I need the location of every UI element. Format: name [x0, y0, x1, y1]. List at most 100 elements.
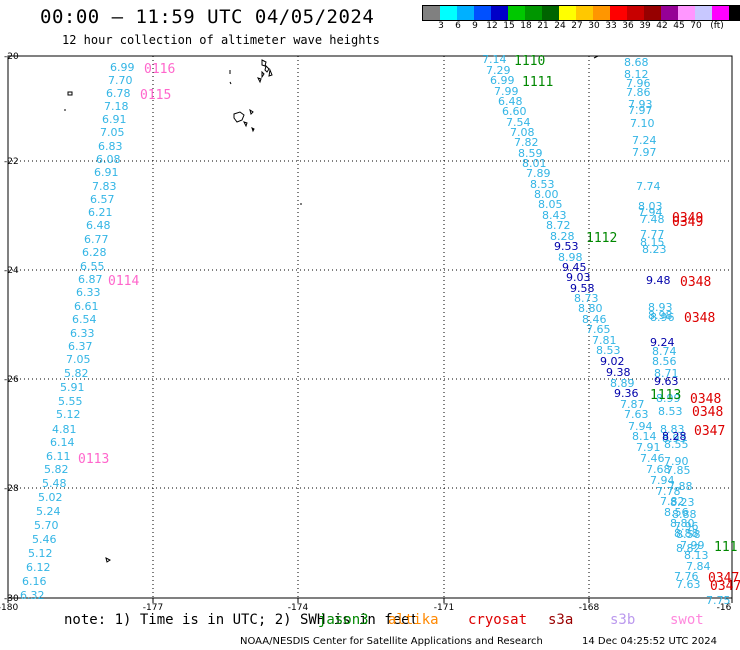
wave-height-label: 9.03	[566, 271, 591, 284]
color-swatch	[576, 6, 593, 20]
pass-number-label: 1111	[522, 75, 553, 90]
wave-height-label: 6.78	[106, 87, 131, 100]
pass-number-label: 0349	[672, 215, 703, 230]
pass-number-label: 1110	[514, 54, 545, 69]
wave-height-label: 8.55	[664, 438, 689, 451]
altimeter-tracks: 6.997.706.787.186.917.056.836.086.917.83…	[20, 53, 731, 607]
lat-tick-label: -30	[4, 594, 19, 604]
wave-height-label: 7.96	[626, 77, 651, 90]
wave-height-label: 6.77	[84, 233, 109, 246]
color-swatch	[508, 6, 525, 20]
wave-height-label: 7.97	[632, 146, 657, 159]
wave-height-label: 5.24	[36, 505, 61, 518]
pass-number-label: 0113	[78, 452, 109, 467]
color-tick-label: 21	[537, 21, 549, 31]
color-tick-label: 30	[588, 21, 600, 31]
color-tick-label: 39	[639, 21, 651, 31]
wave-height-label: 7.97	[628, 104, 653, 117]
wave-height-label: 8.00	[534, 188, 559, 201]
color-swatch	[525, 6, 542, 20]
wave-height-label: 8.72	[546, 219, 571, 232]
island-outline	[64, 91, 73, 111]
wave-height-label: 6.12	[26, 561, 51, 574]
color-swatch	[627, 6, 644, 20]
wave-height-label: 5.82	[64, 367, 89, 380]
lat-tick-label: -20	[4, 52, 19, 62]
wave-height-label: 7.84	[686, 560, 711, 573]
wave-height-label: 7.70	[108, 74, 133, 87]
wave-height-label: 7.24	[632, 134, 657, 147]
wave-height-label: 7.75	[706, 594, 731, 607]
wave-height-label: 8.80	[670, 517, 695, 530]
lon-tick-label: -171	[434, 603, 454, 613]
map-frame	[7, 55, 733, 603]
wave-height-label: 8.96	[650, 311, 675, 324]
wave-height-label: 7.86	[626, 86, 651, 99]
color-swatch	[610, 6, 627, 20]
wave-height-label: 7.74	[636, 180, 661, 193]
pass-number-label: 0348	[684, 311, 715, 326]
wave-height-label: 7.68	[646, 463, 671, 476]
wave-height-label: 8.83	[660, 423, 685, 436]
wave-height-label: 6.33	[76, 286, 101, 299]
pass-number-label: 0348	[680, 275, 711, 290]
wave-height-label: 8.15	[640, 236, 665, 249]
wave-height-label: 6.08	[96, 153, 121, 166]
wave-height-label: 7.10	[630, 117, 655, 130]
wave-height-label: 8.88	[674, 527, 699, 540]
wave-height-label: 6.28	[82, 246, 107, 259]
credit-timestamp: 14 Dec 04:25:52 UTC 2024	[582, 636, 717, 647]
page-subtitle: 12 hour collection of altimeter wave hei…	[62, 33, 380, 47]
wave-height-label: 8.74	[652, 345, 677, 358]
wave-height-label: 6.91	[102, 113, 127, 126]
wave-height-label: 6.16	[22, 575, 47, 588]
color-swatch	[474, 6, 491, 20]
wave-height-label: 8.73	[574, 292, 599, 305]
pass-number-label: 0347	[710, 579, 740, 594]
wave-height-label: 7.77	[640, 228, 665, 241]
wave-height-label: 9.36	[614, 387, 639, 400]
wave-height-label: 8.23	[642, 243, 667, 256]
color-tick-label: 9	[472, 21, 478, 31]
axis-labels: -180 -177 -174 -171 -168 -16 -20 -22 -24 -26 -28 -3…	[0, 52, 732, 613]
wave-height-label: 7.85	[666, 464, 691, 477]
wave-height-label: 5.02	[38, 491, 63, 504]
color-swatch	[712, 6, 729, 20]
wave-height-label: 8.82	[676, 542, 701, 555]
wave-height-label: 5.55	[58, 395, 83, 408]
wave-height-label: 9.45	[562, 261, 587, 274]
color-tick-label: 70	[690, 21, 702, 31]
wave-height-label: 6.37	[68, 340, 93, 353]
pass-number-label: 0348	[690, 392, 721, 407]
wave-height-label: 9.48	[646, 274, 671, 287]
wave-height-label: 7.76	[674, 570, 699, 583]
wave-height-label: 4.81	[52, 423, 77, 436]
wave-height-label: 7.63	[624, 408, 649, 421]
satellite-legend-item: jason3	[318, 612, 369, 628]
color-swatch	[695, 6, 712, 20]
wave-height-label: 6.99	[110, 61, 135, 74]
wave-height-label: 8.99	[656, 392, 681, 405]
wave-height-label: 7.89	[526, 167, 551, 180]
lon-tick-label: -16	[717, 603, 732, 613]
wave-height-label: 8.89	[610, 377, 635, 390]
page-title: 00:00 — 11:59 UTC 04/05/2024	[40, 6, 375, 28]
wave-height-label: 6.61	[74, 300, 99, 313]
wave-height-label: 8.53	[658, 405, 683, 418]
wave-height-label: 7.29	[486, 64, 511, 77]
wave-height-label: 8.03	[638, 200, 663, 213]
wave-height-label: 5.91	[60, 381, 85, 394]
color-swatch	[440, 6, 457, 20]
wave-height-label: 7.94	[628, 420, 653, 433]
wave-height-label: 8.53	[530, 178, 555, 191]
wave-height-label: 7.54	[506, 116, 531, 129]
wave-height-label: 7.78	[656, 485, 681, 498]
pass-number-label: 0349	[672, 211, 703, 226]
wave-height-label: 8.68	[624, 56, 649, 69]
wave-height-label: 6.11	[46, 450, 71, 463]
color-swatch	[457, 6, 474, 20]
wave-height-label: 9.63	[654, 375, 679, 388]
wave-height-label: 8.28	[662, 430, 687, 443]
pass-number-label: 0348	[692, 405, 723, 420]
lat-tick-label: -28	[4, 484, 19, 494]
